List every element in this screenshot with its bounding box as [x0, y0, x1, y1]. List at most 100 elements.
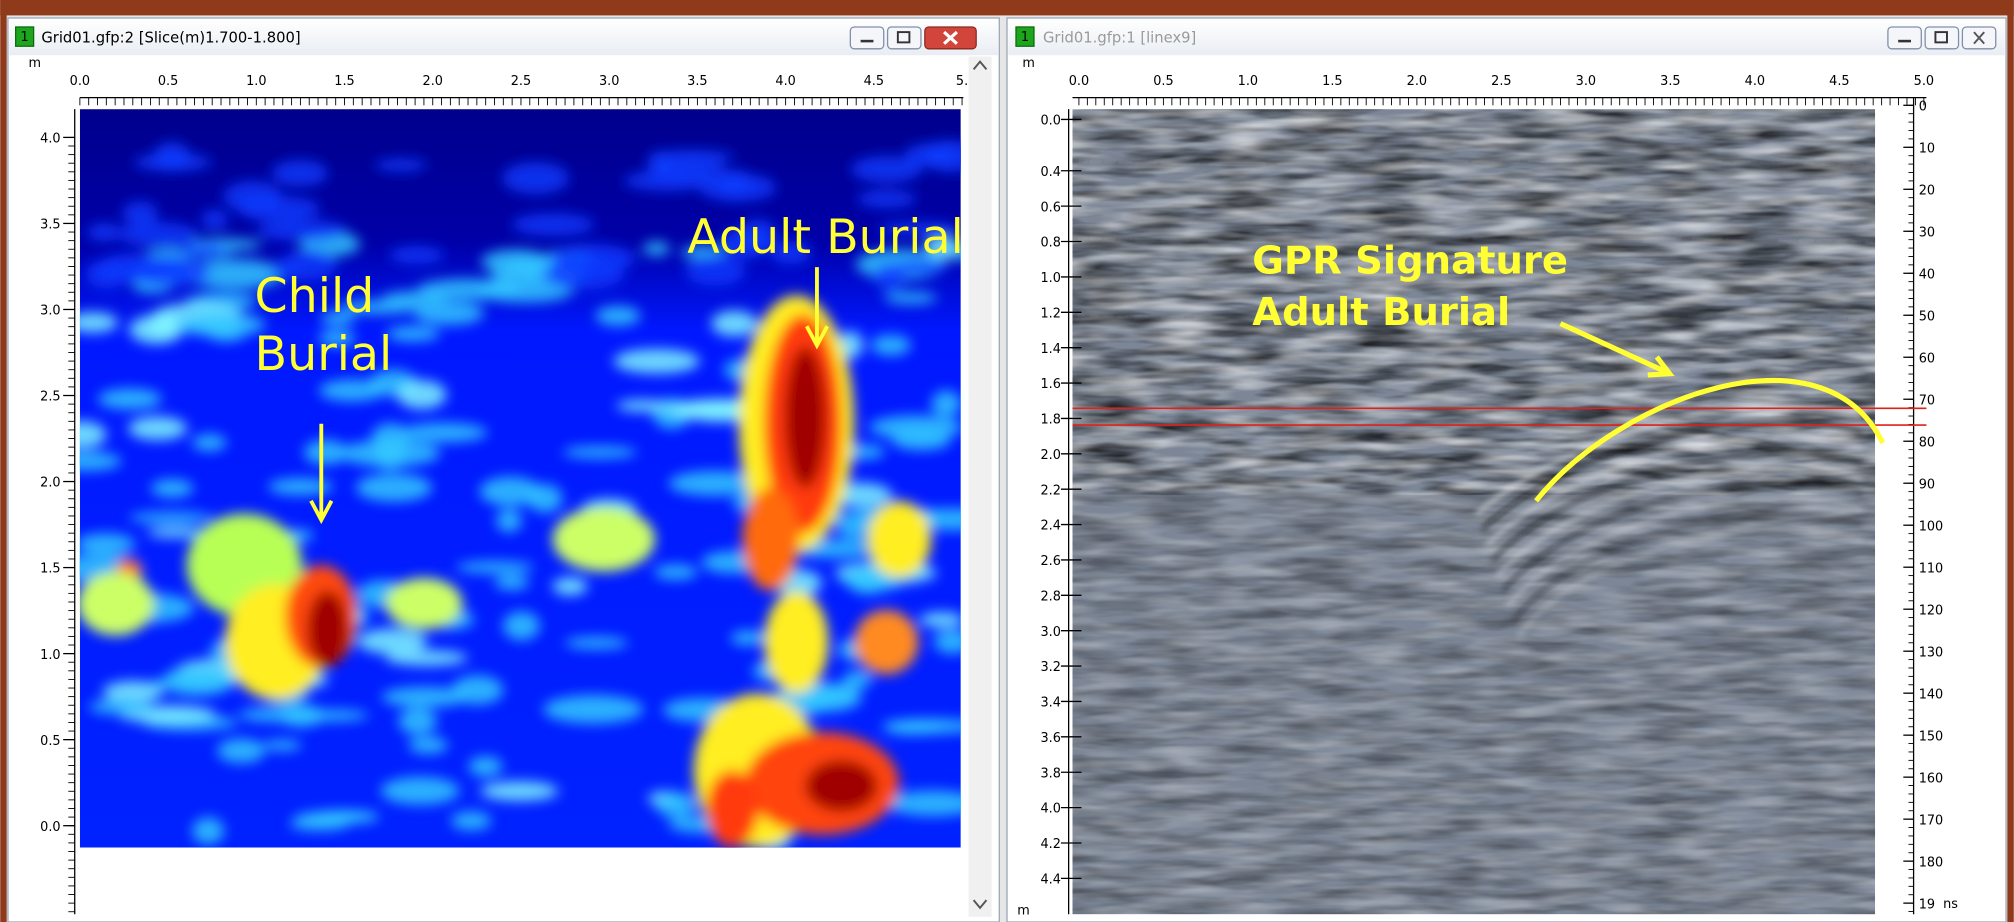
- cyan-patch: [468, 756, 503, 777]
- minimize-button[interactable]: [849, 26, 885, 50]
- restore-button[interactable]: [886, 26, 922, 50]
- cyan-patch: [320, 311, 356, 326]
- cyan-patch: [150, 479, 194, 498]
- scrollbar[interactable]: [968, 56, 992, 917]
- x-tick-label: 2.5: [511, 74, 531, 89]
- x-tick-label: 1.0: [1238, 74, 1258, 89]
- cyan-patch: [711, 310, 758, 337]
- y-tick-label: 0.0: [40, 820, 60, 835]
- x-tick-label: 2.0: [1407, 74, 1427, 89]
- x-tick-label: 3.0: [599, 74, 619, 89]
- window-badge: [1015, 26, 1035, 47]
- title-bar[interactable]: [9, 19, 999, 56]
- cyan-patch: [79, 312, 119, 333]
- cyan-patch: [479, 476, 542, 507]
- title-bar[interactable]: [1008, 19, 2005, 56]
- time-tick-label: 120: [1919, 603, 1944, 618]
- y-tick-label: 1.6: [1041, 377, 1061, 392]
- amplitude-blob: [742, 487, 799, 591]
- y-tick-label: 1.0: [40, 648, 60, 663]
- scroll-up[interactable]: [972, 60, 988, 70]
- amplitude-blob: [784, 346, 826, 488]
- amplitude-blob: [854, 609, 919, 675]
- y-tick-label: 3.4: [1041, 696, 1061, 711]
- blue-patch: [119, 222, 199, 248]
- radargram-image: [1072, 109, 1876, 915]
- time-unit: ns: [1943, 897, 1958, 912]
- y-tick-label: 2.5: [40, 390, 60, 405]
- time-tick-label: 100: [1919, 519, 1944, 534]
- window-title: Grid01.gfp:1 [linex9]: [1043, 29, 1196, 46]
- x-tick-label: 3.5: [1660, 74, 1680, 89]
- x-tick-label: 3.0: [1576, 74, 1596, 89]
- y-tick-label: 0.6: [1041, 200, 1061, 215]
- blue-patch: [511, 213, 595, 236]
- cyan-patch: [88, 699, 153, 715]
- blue-patch: [878, 222, 959, 236]
- scroll-down[interactable]: [972, 899, 988, 910]
- reflection-band: [1072, 313, 1876, 322]
- cyan-patch: [79, 420, 107, 449]
- cyan-patch: [595, 305, 641, 326]
- cyan-patch: [97, 388, 162, 410]
- cyan-patch: [262, 739, 302, 751]
- y-tick-label: 2.0: [1041, 448, 1061, 463]
- cyan-patch: [882, 718, 961, 734]
- blue-patch: [178, 244, 227, 258]
- desktop-frame: [2007, 0, 2014, 922]
- depth-slice-image: [79, 109, 961, 848]
- time-tick-label: 40: [1919, 267, 1935, 282]
- desktop-frame: [0, 0, 7, 922]
- y-tick-label: 0.4: [1041, 165, 1061, 180]
- annotation: GPR Signature: [1252, 239, 1568, 284]
- blue-patch: [685, 255, 746, 286]
- time-tick-label: 0: [1919, 99, 1927, 114]
- y-tick-label: 2.4: [1041, 519, 1061, 534]
- amplitude-blob: [867, 500, 932, 578]
- blue-patch: [623, 170, 713, 191]
- x-tick-label: 4.5: [864, 74, 884, 89]
- amplitude-blob: [385, 577, 463, 630]
- restore-button[interactable]: [1924, 26, 1960, 50]
- annotation: Child: [255, 269, 375, 324]
- blue-patch: [502, 162, 570, 195]
- x-tick-label: 3.5: [687, 74, 707, 89]
- cyan-patch: [552, 577, 588, 596]
- reflection-band: [1506, 496, 1863, 608]
- cyan-patch: [268, 478, 334, 496]
- y-tick-label: 4.2: [1041, 837, 1061, 852]
- rulers: 0.0 0.5 1.0 1.5 2.0 2.5 3.0 3.5 4.0 4.5 5. 4.0 3.5 3.…: [40, 74, 968, 913]
- y-tick-label: 4.4: [1041, 872, 1061, 887]
- cyan-patch: [355, 473, 433, 502]
- cyan-patch: [668, 470, 762, 496]
- blue-patch: [922, 140, 961, 173]
- y-tick-label: 2.6: [1041, 554, 1061, 569]
- cyan-patch: [340, 300, 419, 315]
- x-tick-label: 2.5: [1491, 74, 1511, 89]
- annotation-arrow: [309, 423, 334, 525]
- blue-patch: [551, 243, 636, 274]
- rulers: 0.0 0.5 1.0 1.5 2.0 2.5 3.0 3.5 4.0 4.5 5.0 0.0 0.4 0…: [1041, 74, 1959, 913]
- cyan-patch: [238, 707, 318, 722]
- amplitude-blob: [79, 571, 155, 636]
- annotation-arrow: [804, 267, 829, 350]
- reflection-band: [1511, 512, 1863, 623]
- y-tick-label: 1.5: [40, 562, 60, 577]
- x-tick-label: 0.5: [158, 74, 178, 89]
- cyan-patch: [616, 399, 670, 412]
- y-tick-label: 1.8: [1041, 413, 1061, 428]
- minimize-button[interactable]: [1887, 26, 1922, 50]
- cyan-patch: [925, 235, 959, 259]
- cyan-patch: [884, 291, 938, 304]
- restore-icon: [896, 31, 911, 44]
- x-tick-label: 1.5: [1322, 74, 1342, 89]
- cyan-patch: [481, 249, 551, 275]
- blue-patch: [850, 155, 923, 183]
- blue-patch: [893, 259, 947, 275]
- cyan-patch: [656, 791, 697, 818]
- cyan-patch: [128, 511, 213, 524]
- y-tick-label: 3.0: [1041, 625, 1061, 640]
- cyan-patch: [730, 630, 767, 646]
- badge-label: 1: [21, 30, 29, 45]
- cyan-patch: [919, 612, 961, 628]
